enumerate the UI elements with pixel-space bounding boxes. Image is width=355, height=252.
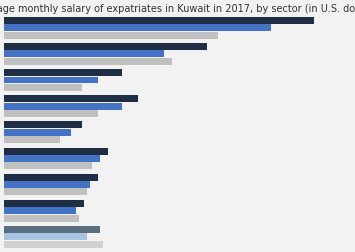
Bar: [4, 181, 89, 188]
Bar: [4, 163, 92, 170]
Bar: [4, 148, 108, 155]
Bar: [4, 233, 87, 240]
Bar: [4, 58, 172, 65]
Bar: [4, 155, 100, 162]
Bar: [4, 226, 100, 233]
Bar: [4, 96, 137, 103]
Bar: [4, 25, 271, 32]
Bar: [4, 77, 98, 84]
Bar: [4, 18, 313, 25]
Bar: [4, 111, 98, 117]
Bar: [4, 137, 60, 143]
Bar: [4, 215, 79, 222]
Bar: [4, 44, 207, 51]
Bar: [4, 70, 121, 77]
Bar: [4, 174, 98, 181]
Bar: [4, 122, 82, 129]
Bar: [4, 200, 84, 207]
Bar: [4, 33, 218, 39]
Bar: [4, 129, 71, 136]
Bar: [4, 51, 164, 58]
Bar: [4, 189, 87, 196]
Bar: [4, 84, 82, 91]
Bar: [4, 241, 103, 248]
Bar: [4, 103, 121, 110]
Title: Average monthly salary of expatriates in Kuwait in 2017, by sector (in U.S. doll: Average monthly salary of expatriates in…: [0, 4, 355, 14]
Bar: [4, 207, 76, 214]
